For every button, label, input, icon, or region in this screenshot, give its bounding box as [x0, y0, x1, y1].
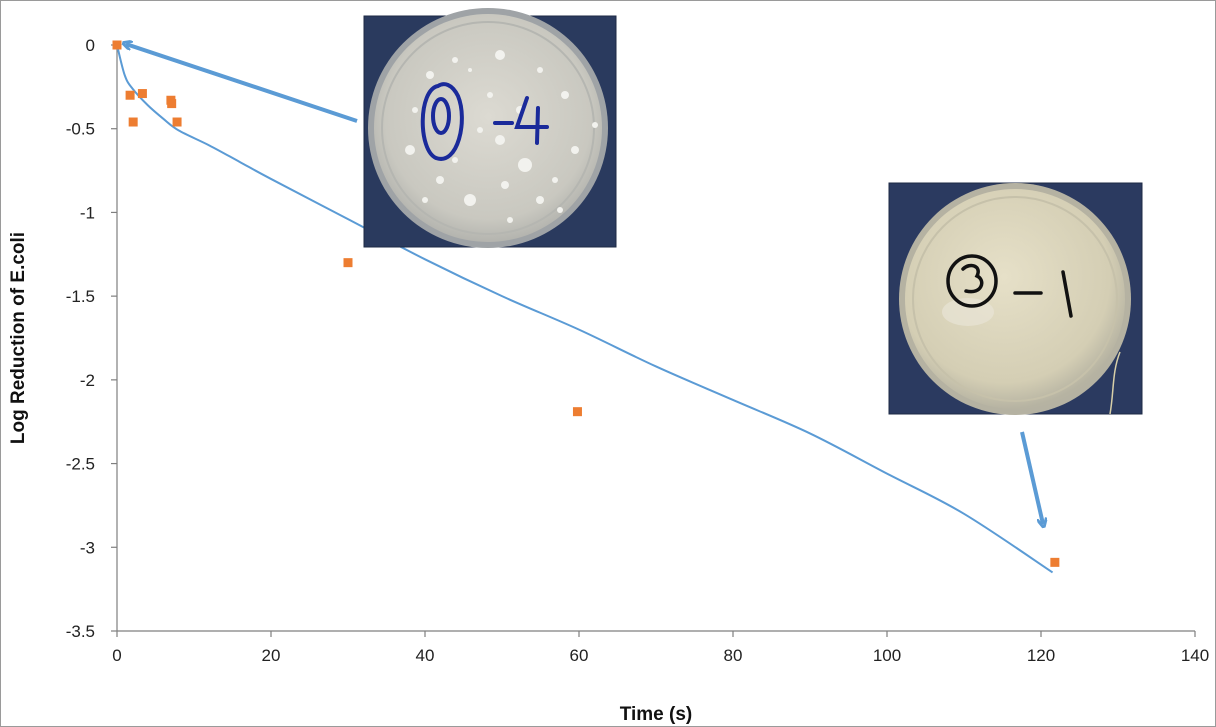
y-axis-ticks: 0 -0.5 -1 -1.5 -2 -2.5 -3 -3.5: [66, 36, 117, 641]
trendline: [116, 44, 1054, 574]
y-tick-label: -2: [80, 371, 95, 390]
data-point: [128, 117, 138, 127]
y-tick-label: 0: [86, 36, 95, 55]
x-axis-ticks: 0 20 40 60 80 100 120 140: [112, 631, 1209, 665]
petri-dish-photo-clear: [888, 182, 1143, 415]
x-tick-label: 120: [1027, 646, 1055, 665]
data-point: [343, 258, 353, 268]
y-tick-label: -3: [80, 538, 95, 557]
y-tick-label: -3.5: [66, 622, 95, 641]
plate-label-3-1: [946, 254, 1073, 318]
y-tick-label: -1.5: [66, 287, 95, 306]
y-tick-label: -1: [80, 203, 95, 222]
x-tick-label: 100: [873, 646, 901, 665]
x-tick-label: 80: [724, 646, 743, 665]
data-point: [1050, 557, 1060, 567]
data-points: [112, 40, 1060, 567]
data-point: [112, 40, 122, 50]
annotation-arrow-2: [1020, 431, 1043, 524]
data-point: [167, 99, 177, 109]
y-axis-title: Log Reduction of E.coli: [8, 232, 29, 444]
annotation-arrow-1: [126, 44, 358, 123]
petri-dish-photo-many-colonies: [363, 8, 617, 248]
x-axis-title: Time (s): [620, 704, 693, 725]
plate-label-0-4: [420, 82, 549, 161]
x-tick-label: 60: [570, 646, 589, 665]
bacterial-colonies: [405, 50, 598, 223]
x-tick-label: 20: [262, 646, 281, 665]
data-point: [125, 90, 135, 100]
data-point: [172, 117, 182, 127]
x-tick-label: 40: [416, 646, 435, 665]
data-point: [137, 89, 147, 99]
axes: [116, 45, 1195, 632]
data-point: [572, 407, 582, 417]
y-tick-label: -2.5: [66, 455, 95, 474]
x-tick-label: 0: [112, 646, 121, 665]
x-tick-label: 140: [1181, 646, 1209, 665]
y-tick-label: -0.5: [66, 120, 95, 139]
